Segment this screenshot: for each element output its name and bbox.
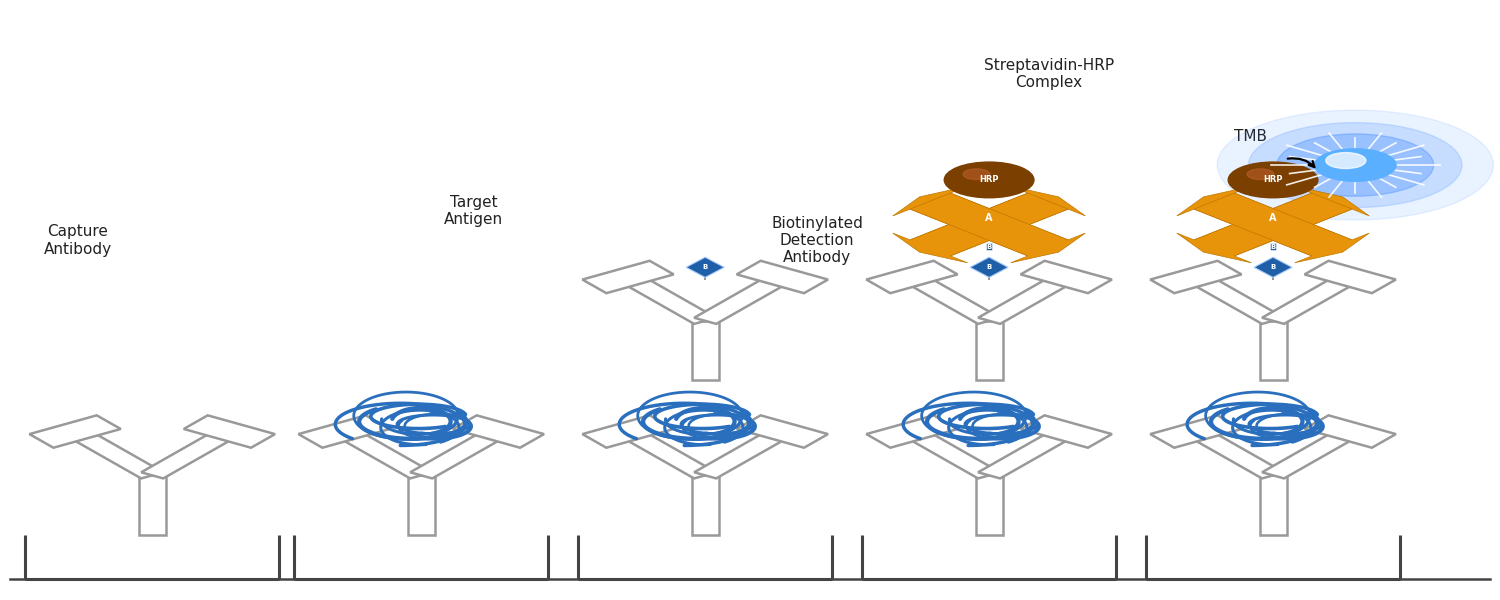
Polygon shape bbox=[1305, 261, 1396, 293]
Polygon shape bbox=[892, 186, 1068, 256]
Bar bbox=[692, 321, 718, 380]
Polygon shape bbox=[1194, 193, 1370, 263]
Polygon shape bbox=[64, 428, 164, 478]
Polygon shape bbox=[694, 274, 794, 324]
Bar bbox=[140, 475, 165, 535]
Polygon shape bbox=[582, 415, 674, 448]
Circle shape bbox=[1248, 122, 1462, 208]
Bar bbox=[975, 321, 1002, 380]
Polygon shape bbox=[892, 193, 1068, 263]
Text: A: A bbox=[986, 214, 993, 223]
Text: Target
Antigen: Target Antigen bbox=[444, 194, 503, 227]
Text: A: A bbox=[1269, 214, 1276, 223]
Polygon shape bbox=[978, 274, 1077, 324]
Polygon shape bbox=[1150, 261, 1242, 293]
Text: TMB: TMB bbox=[1234, 129, 1268, 144]
Polygon shape bbox=[616, 274, 716, 324]
Circle shape bbox=[1246, 169, 1274, 179]
Polygon shape bbox=[1185, 428, 1284, 478]
Circle shape bbox=[1276, 134, 1434, 196]
Polygon shape bbox=[910, 193, 1086, 263]
Polygon shape bbox=[1262, 428, 1360, 478]
Circle shape bbox=[1326, 152, 1366, 169]
Polygon shape bbox=[1150, 415, 1242, 448]
Polygon shape bbox=[867, 415, 957, 448]
Circle shape bbox=[1228, 162, 1318, 198]
Polygon shape bbox=[298, 415, 390, 448]
Polygon shape bbox=[616, 428, 716, 478]
Polygon shape bbox=[902, 428, 1001, 478]
Polygon shape bbox=[453, 415, 544, 448]
Polygon shape bbox=[867, 261, 957, 293]
Polygon shape bbox=[686, 257, 724, 277]
Polygon shape bbox=[1305, 415, 1396, 448]
Polygon shape bbox=[910, 186, 1086, 256]
Bar bbox=[1260, 321, 1287, 380]
Text: B: B bbox=[1270, 244, 1275, 250]
Circle shape bbox=[945, 162, 1034, 198]
Polygon shape bbox=[1262, 274, 1360, 324]
Polygon shape bbox=[902, 274, 1001, 324]
Text: HRP: HRP bbox=[980, 175, 999, 184]
Polygon shape bbox=[30, 415, 120, 448]
Text: HRP: HRP bbox=[1263, 175, 1282, 184]
Text: Capture
Antibody: Capture Antibody bbox=[44, 224, 111, 257]
Polygon shape bbox=[1178, 186, 1352, 256]
Text: B: B bbox=[702, 265, 708, 271]
Bar bbox=[408, 475, 435, 535]
Polygon shape bbox=[736, 261, 828, 293]
Text: Biotinylated
Detection
Antibody: Biotinylated Detection Antibody bbox=[771, 215, 862, 265]
Circle shape bbox=[1314, 149, 1396, 181]
Text: B: B bbox=[987, 265, 992, 271]
Bar bbox=[1260, 475, 1287, 535]
Text: Streptavidin-HRP
Complex: Streptavidin-HRP Complex bbox=[984, 58, 1114, 91]
Polygon shape bbox=[183, 415, 274, 448]
Polygon shape bbox=[1020, 261, 1112, 293]
Polygon shape bbox=[1194, 186, 1370, 256]
Circle shape bbox=[1216, 110, 1494, 220]
Polygon shape bbox=[582, 261, 674, 293]
Polygon shape bbox=[410, 428, 510, 478]
Text: B: B bbox=[987, 244, 992, 250]
Polygon shape bbox=[978, 428, 1077, 478]
Polygon shape bbox=[1178, 193, 1352, 263]
Bar bbox=[692, 475, 718, 535]
Polygon shape bbox=[970, 257, 1008, 277]
Polygon shape bbox=[694, 428, 794, 478]
Polygon shape bbox=[1185, 274, 1284, 324]
Text: B: B bbox=[1270, 265, 1275, 271]
Circle shape bbox=[963, 169, 990, 179]
Polygon shape bbox=[1254, 257, 1292, 277]
Polygon shape bbox=[1020, 415, 1112, 448]
Polygon shape bbox=[333, 428, 432, 478]
Bar bbox=[975, 475, 1002, 535]
Polygon shape bbox=[141, 428, 240, 478]
Polygon shape bbox=[736, 415, 828, 448]
